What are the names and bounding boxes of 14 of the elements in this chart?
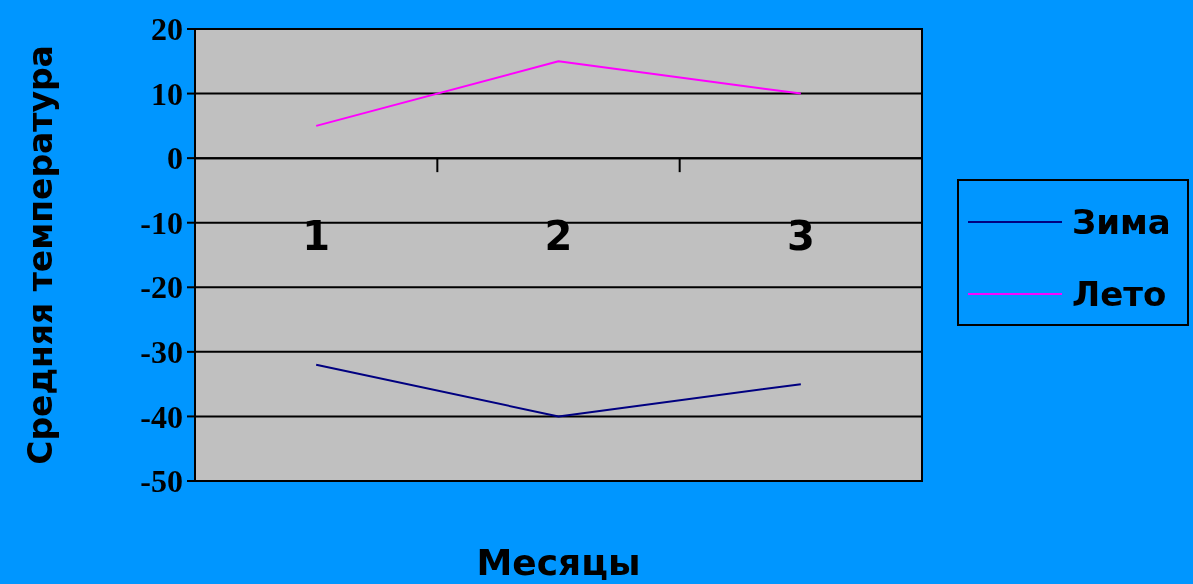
y-tick-label: 0 (167, 140, 183, 177)
y-tick-label: -20 (140, 269, 183, 306)
y-tick-label: 20 (151, 11, 183, 48)
x-axis-title: Месяцы (476, 542, 641, 583)
y-axis-title: Средняя температура (21, 45, 60, 465)
y-tick-label: -40 (140, 398, 183, 435)
y-tick-label: -50 (140, 463, 183, 500)
y-tick-label: -30 (140, 334, 183, 371)
y-tick-label: -10 (140, 204, 183, 241)
y-tick-label: 10 (151, 75, 183, 112)
x-tick-label: 1 (302, 213, 331, 260)
x-tick-label: 3 (786, 213, 815, 260)
legend-label: Лето (1072, 273, 1167, 314)
legend-label: Зима (1072, 201, 1171, 242)
